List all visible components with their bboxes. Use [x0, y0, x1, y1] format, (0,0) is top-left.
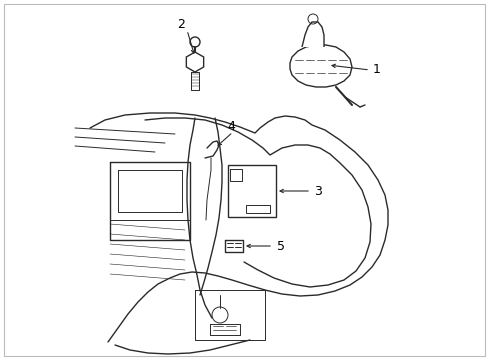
Text: 5: 5 [276, 239, 285, 252]
Text: 3: 3 [313, 185, 321, 198]
Text: 4: 4 [226, 120, 234, 132]
Text: 2: 2 [177, 18, 184, 31]
Bar [227, 165, 275, 217]
Text: 1: 1 [372, 63, 380, 76]
Polygon shape [289, 45, 351, 87]
Polygon shape [302, 22, 324, 47]
Bar [245, 205, 269, 213]
